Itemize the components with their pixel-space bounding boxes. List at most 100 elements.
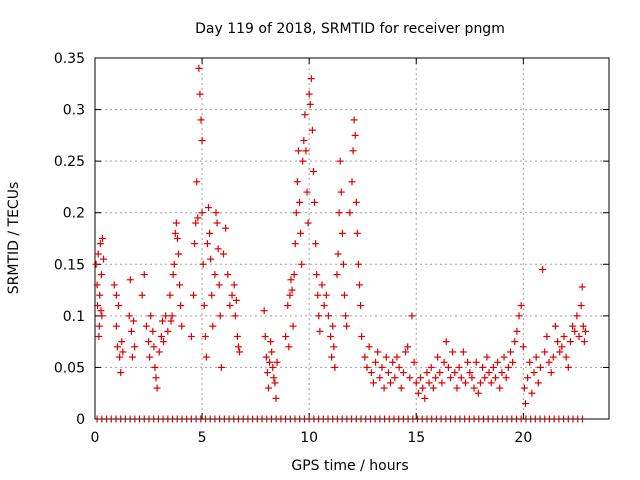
data-point [228, 291, 236, 299]
data-point [387, 379, 395, 387]
data-point [423, 369, 431, 377]
data-point [384, 369, 392, 377]
data-point [147, 312, 155, 320]
data-point [427, 363, 435, 371]
data-point [192, 219, 200, 227]
data-point [485, 369, 493, 377]
data-point [352, 198, 360, 206]
data-point [178, 322, 186, 330]
data-point [312, 240, 320, 248]
data-point [300, 137, 308, 145]
y-tick-label: 0.25 [54, 154, 85, 170]
data-point [348, 178, 356, 186]
data-point [117, 369, 125, 377]
data-point [315, 312, 323, 320]
data-point [220, 250, 227, 258]
data-point [264, 384, 272, 392]
data-point [94, 250, 102, 258]
zero-value-markers [96, 415, 584, 423]
data-point [206, 229, 214, 237]
data-point [341, 291, 349, 299]
data-point [215, 281, 223, 289]
data-point [286, 291, 294, 299]
data-point [354, 260, 362, 268]
data-point [96, 240, 104, 248]
data-point [177, 302, 185, 310]
data-point [234, 343, 242, 351]
data-point [193, 178, 201, 186]
data-point [339, 260, 347, 268]
data-point [573, 312, 581, 320]
data-point [142, 322, 150, 330]
data-point [233, 332, 241, 340]
data-point [367, 369, 375, 377]
data-point [268, 348, 276, 356]
chart-title: Day 119 of 2018, SRMTID for receiver png… [195, 21, 505, 37]
data-point [128, 353, 136, 361]
data-point [539, 265, 547, 273]
data-point [145, 338, 153, 346]
data-point [575, 332, 583, 340]
x-tick-label: 10 [300, 430, 318, 446]
data-point [479, 363, 487, 371]
data-point [267, 338, 275, 346]
data-point [96, 291, 104, 299]
data-point [580, 338, 588, 346]
data-point [131, 343, 139, 351]
data-point [419, 384, 427, 392]
data-point [155, 348, 163, 356]
data-point [336, 157, 344, 165]
data-point [564, 363, 572, 371]
data-point [130, 317, 138, 325]
data-point [201, 332, 209, 340]
data-point [158, 317, 166, 325]
data-point [190, 291, 198, 299]
y-tick-label: 0.35 [54, 51, 85, 67]
data-point [358, 332, 366, 340]
data-point [146, 353, 154, 361]
data-point [126, 276, 134, 284]
data-point [324, 312, 332, 320]
data-point [272, 394, 280, 402]
data-point [298, 260, 306, 268]
data-point [532, 353, 540, 361]
data-point [459, 348, 467, 356]
data-point [199, 260, 207, 268]
data-point [169, 271, 177, 279]
data-point [302, 147, 310, 155]
data-point [263, 369, 271, 377]
data-point [316, 327, 324, 335]
x-axis-label: GPS time / hours [291, 458, 408, 474]
data-point [376, 374, 384, 382]
data-point [194, 214, 202, 222]
data-point [162, 312, 170, 320]
data-point [127, 327, 135, 335]
data-point [195, 64, 203, 72]
axes: 0 0.05 0.1 0.15 0.2 0.25 0.3 0.35 0 5 10 15 20 [54, 51, 610, 446]
data-point [98, 312, 106, 320]
data-point [289, 322, 297, 330]
y-tick-label: 0.3 [63, 103, 85, 119]
data-point [554, 338, 562, 346]
data-point [372, 358, 380, 366]
data-point [113, 343, 121, 351]
data-point [292, 209, 300, 217]
data-point [391, 374, 399, 382]
data-point [389, 358, 397, 366]
data-point [468, 374, 476, 382]
data-point [444, 363, 452, 371]
data-point [197, 116, 205, 124]
data-point [171, 229, 179, 237]
y-tick-label: 0 [76, 412, 85, 428]
data-point [449, 348, 457, 356]
data-point [335, 209, 343, 217]
data-point [309, 167, 317, 175]
data-point [504, 363, 512, 371]
data-point [457, 374, 465, 382]
x-tick-label: 5 [198, 430, 207, 446]
data-point [172, 219, 180, 227]
data-point [290, 271, 298, 279]
data-point [119, 348, 127, 356]
